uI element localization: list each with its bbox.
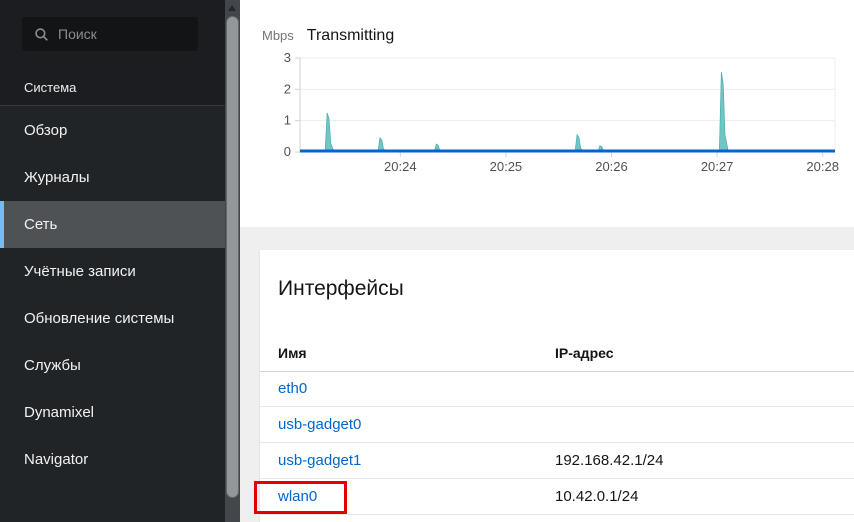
interfaces-title: Интерфейсы [278, 277, 404, 300]
sidebar-nav: Обзор Журналы Сеть Учётные записи Обновление… [0, 107, 225, 483]
table-row-usb-gadget1: usb-gadget1 192.168.42.1/24 [260, 443, 854, 479]
table-header-divider [260, 371, 854, 372]
y-tick-label: 0 [284, 144, 291, 159]
table-row-wlan0: wlan0 10.42.0.1/24 [254, 479, 854, 515]
sidebar-item-services[interactable]: Службы [24, 357, 81, 374]
interface-name-cell: usb-gadget1 [278, 452, 555, 469]
search-input[interactable] [58, 26, 178, 42]
x-tick-label: 20:28 [806, 159, 839, 174]
chart-spike [574, 133, 585, 153]
sidebar-scrollbar[interactable] [225, 0, 240, 522]
x-tick-label: 20:25 [490, 159, 523, 174]
chart-title: Transmitting [306, 27, 395, 44]
sidebar-item-network[interactable]: Сеть [0, 201, 225, 248]
table-row-eth0: eth0 [260, 371, 854, 407]
x-tick-label: 20:27 [701, 159, 734, 174]
sidebar-item-logs[interactable]: Журналы [24, 169, 90, 186]
sidebar-header: Система [0, 0, 240, 106]
chart-spike [324, 112, 335, 153]
interface-ip-cell: 10.42.0.1/24 [555, 488, 639, 505]
chart-header: Mbps Transmitting [262, 27, 394, 45]
y-tick-label: 2 [284, 81, 291, 96]
interface-name-cell: eth0 [278, 380, 555, 397]
interfaces-card: Интерфейсы Имя IP-адрес eth0 usb-gadget0 u… [254, 250, 854, 522]
transmitting-chart: 0 1 2 3 20:24 20:25 20:26 20:27 20:28 [284, 50, 839, 174]
search-box[interactable] [22, 17, 198, 51]
search-icon [34, 27, 49, 42]
x-tick-label: 20:26 [595, 159, 628, 174]
y-tick-label: 1 [284, 113, 291, 128]
column-header-name: Имя [278, 345, 307, 361]
interface-link-eth0[interactable]: eth0 [278, 380, 308, 397]
x-tick-label: 20:24 [384, 159, 417, 174]
column-header-ip: IP-адрес [555, 345, 614, 361]
sidebar-item-updates[interactable]: Обновление системы [24, 310, 175, 327]
chart-spike [718, 72, 729, 153]
interface-name-cell: wlan0 [278, 488, 555, 505]
scrollbar-thumb[interactable] [226, 16, 239, 498]
main-content: Mbps Transmitting 0 1 2 3 20:24 20:25 20:26 20:… [240, 0, 854, 522]
chart-unit-label: Mbps [262, 28, 294, 43]
y-tick-label: 3 [284, 50, 291, 65]
transmitting-chart-section: Mbps Transmitting 0 1 2 3 20:24 20:25 20:26 20:… [240, 0, 854, 227]
sidebar-item-overview[interactable]: Обзор [24, 122, 68, 139]
interface-name-cell: usb-gadget0 [278, 416, 555, 433]
sidebar-item-accounts[interactable]: Учётные записи [24, 263, 136, 280]
table-row-usb-gadget0: usb-gadget0 [260, 407, 854, 443]
interface-ip-cell: 192.168.42.1/24 [555, 452, 664, 469]
sidebar-item-navigator[interactable]: Navigator [24, 451, 89, 468]
interface-link-wlan0[interactable]: wlan0 [278, 488, 318, 505]
scrollbar-up-arrow-icon[interactable] [228, 5, 236, 11]
sidebar-section-label: Система [24, 80, 77, 95]
interface-link-usb-gadget0[interactable]: usb-gadget0 [278, 416, 362, 433]
interfaces-table-rows: eth0 usb-gadget0 usb-gadget1 192.168.42.1/2… [254, 371, 854, 515]
interface-link-usb-gadget1[interactable]: usb-gadget1 [278, 452, 362, 469]
sidebar-item-dynamixel[interactable]: Dynamixel [24, 404, 95, 421]
